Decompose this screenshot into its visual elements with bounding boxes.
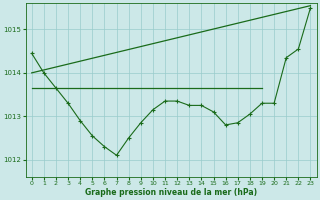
X-axis label: Graphe pression niveau de la mer (hPa): Graphe pression niveau de la mer (hPa) — [85, 188, 257, 197]
